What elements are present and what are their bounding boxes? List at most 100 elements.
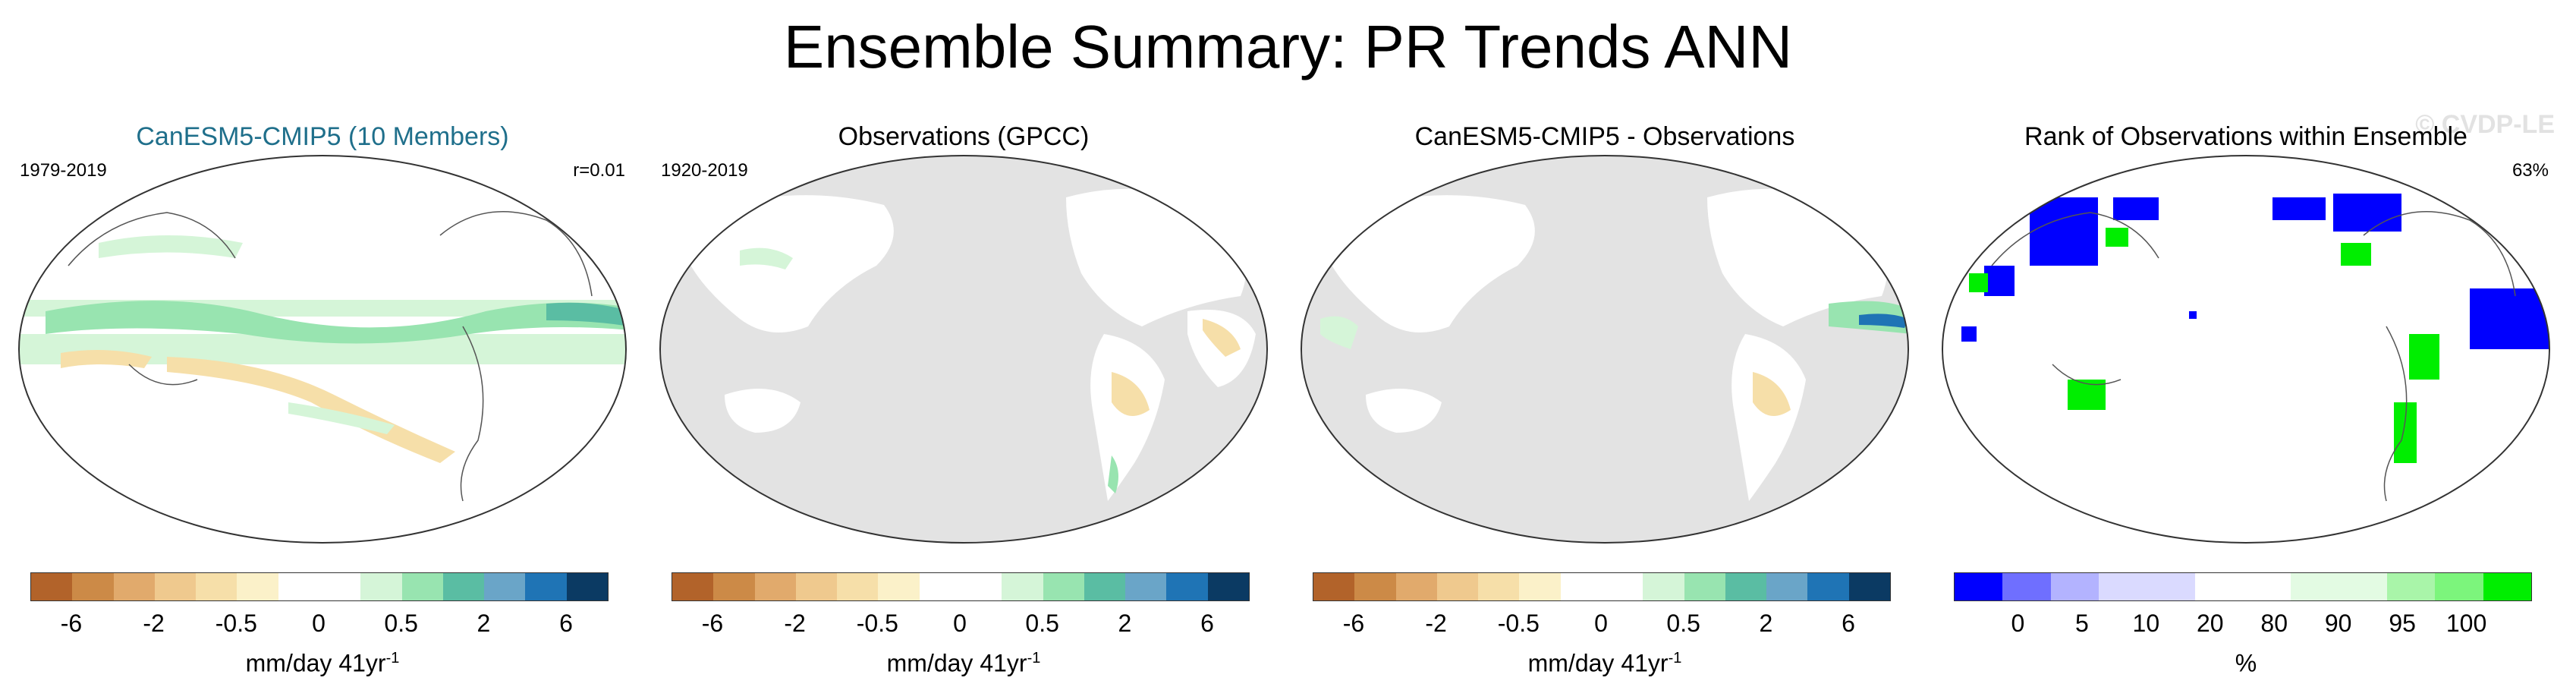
colorbar-tick-label: -2 xyxy=(1425,610,1447,637)
colorbar-swatch xyxy=(401,573,443,600)
panel-title: CanESM5-CMIP5 - Observations xyxy=(1414,122,1795,151)
colorbar-tick-label: 5 xyxy=(2074,610,2089,637)
colorbar-tick-label: 80 xyxy=(2260,610,2288,637)
panel-title: Observations (GPCC) xyxy=(838,122,1090,151)
colorbar xyxy=(1313,572,1891,601)
colorbar-swatch xyxy=(2147,573,2195,600)
colorbar-swatch xyxy=(2050,573,2099,600)
percent-label: 63% xyxy=(2512,160,2549,181)
colorbar-swatch xyxy=(2194,573,2243,600)
colorbar-swatch xyxy=(1478,573,1520,600)
colorbar-swatch xyxy=(795,573,838,600)
colorbar-swatch xyxy=(1313,573,1355,600)
colorbar-tick-label: 0.5 xyxy=(384,610,418,637)
colorbar-ticks: -6 -2 -0.5 0 0.5 2 6 xyxy=(1313,609,1889,639)
panel-difference: CanESM5-CMIP5 - Observations -6 -2 -0.5 0 0.… xyxy=(1290,114,1920,683)
colorbar-swatch xyxy=(2339,573,2387,600)
watermark: © CVDP-LE xyxy=(2415,110,2555,139)
colorbar-swatch xyxy=(1519,573,1561,600)
panel-model: CanESM5-CMIP5 (10 Members) 1979-2019 r=0… xyxy=(8,114,637,683)
colorbar-swatch xyxy=(1354,573,1396,600)
colorbar-swatch xyxy=(1955,573,2003,600)
colorbar-swatch xyxy=(278,573,319,600)
panel-title: Rank of Observations within Ensemble xyxy=(2024,122,2467,151)
colorbar-swatch xyxy=(919,573,961,600)
colorbar-swatch xyxy=(2098,573,2147,600)
colorbar-swatch xyxy=(525,573,567,600)
colorbar-swatch xyxy=(1207,573,1249,600)
correlation-label: r=0.01 xyxy=(573,160,625,181)
panel-observations: Observations (GPCC) 1920-2019 -6 -2 -0.5 0 0… xyxy=(649,114,1279,683)
colorbar-tick-label: -6 xyxy=(1342,610,1365,637)
colorbar-swatch xyxy=(2483,573,2531,600)
colorbar-units: mm/day 41yr-1 xyxy=(886,649,1041,677)
colorbar-swatch xyxy=(113,573,155,600)
colorbar-swatch xyxy=(2002,573,2051,600)
colorbar-ticks: 0 5 10 20 80 90 95 100 xyxy=(1954,609,2530,639)
colorbar-swatch xyxy=(1601,573,1643,600)
colorbar-tick-label: -0.5 xyxy=(856,610,898,637)
colorbar xyxy=(672,572,1250,601)
panel-title: CanESM5-CMIP5 (10 Members) xyxy=(136,122,509,151)
colorbar-swatch xyxy=(837,573,879,600)
colorbar-swatch xyxy=(2386,573,2436,600)
colorbar-tick-label: 0 xyxy=(953,610,967,637)
colorbar-swatch xyxy=(1436,573,1479,600)
colorbar-tick-label: 2 xyxy=(1118,610,1132,637)
colorbar-swatch xyxy=(713,573,755,600)
colorbar-swatch xyxy=(442,573,485,600)
colorbar-swatch xyxy=(2242,573,2291,600)
panel-rank: © CVDP-LE Rank of Observations within En… xyxy=(1931,110,2561,683)
world-map-difference xyxy=(1301,155,1909,544)
colorbar-swatch xyxy=(566,573,608,600)
colorbar-swatch xyxy=(1084,573,1126,600)
figure-title: Ensemble Summary: PR Trends ANN xyxy=(783,13,1793,80)
colorbar-swatch xyxy=(1684,573,1725,600)
world-map-model xyxy=(18,155,627,544)
colorbar-swatch xyxy=(196,573,237,600)
colorbar-tick-label: 0 xyxy=(312,610,326,637)
colorbar-swatch xyxy=(1725,573,1767,600)
colorbar-ticks: -6 -2 -0.5 0 0.5 2 6 xyxy=(30,609,607,639)
colorbar-swatch xyxy=(960,573,1002,600)
colorbar-tick-label: 20 xyxy=(2196,610,2224,637)
world-map-observations xyxy=(659,155,1268,544)
colorbar-swatch xyxy=(1395,573,1437,600)
colorbar xyxy=(1954,572,2532,601)
colorbar-swatch xyxy=(1560,573,1602,600)
colorbar-tick-label: -6 xyxy=(60,610,83,637)
colorbar-tick-label: 0.5 xyxy=(1666,610,1700,637)
colorbar-swatch xyxy=(1002,573,1043,600)
colorbar-tick-label: 0.5 xyxy=(1025,610,1059,637)
colorbar-tick-label: 0 xyxy=(1594,610,1608,637)
colorbar-tick-label: 90 xyxy=(2324,610,2352,637)
colorbar-tick-label: 100 xyxy=(2445,610,2487,637)
colorbar-units: % xyxy=(2235,649,2257,677)
colorbar-swatch xyxy=(878,573,920,600)
colorbar-units: mm/day 41yr-1 xyxy=(245,649,400,677)
colorbar-swatch xyxy=(1125,573,1167,600)
colorbar-tick-label: 0 xyxy=(2011,610,2025,637)
period-label: 1920-2019 xyxy=(661,160,748,181)
colorbar-tick-label: -0.5 xyxy=(1497,610,1540,637)
colorbar-swatch xyxy=(754,573,796,600)
colorbar-units: mm/day 41yr-1 xyxy=(1527,649,1682,677)
colorbar-tick-label: -2 xyxy=(143,610,165,637)
colorbar-tick-label: 10 xyxy=(2132,610,2160,637)
colorbar-swatch xyxy=(1848,573,1890,600)
colorbar-ticks: -6 -2 -0.5 0 0.5 2 6 xyxy=(672,609,1248,639)
colorbar-swatch xyxy=(2291,573,2339,600)
colorbar-tick-label: -0.5 xyxy=(215,610,257,637)
colorbar-tick-label: 2 xyxy=(477,610,491,637)
colorbar-swatch xyxy=(237,573,278,600)
colorbar-swatch xyxy=(360,573,402,600)
colorbar-swatch xyxy=(672,573,714,600)
colorbar-tick-label: 6 xyxy=(1842,610,1855,637)
colorbar-swatch xyxy=(1643,573,1684,600)
colorbar-tick-label: -2 xyxy=(784,610,806,637)
colorbar-swatch xyxy=(1166,573,1208,600)
colorbar-swatch xyxy=(154,573,197,600)
colorbar-swatch xyxy=(484,573,526,600)
world-map-rank xyxy=(1942,155,2550,544)
colorbar-swatch xyxy=(319,573,361,600)
